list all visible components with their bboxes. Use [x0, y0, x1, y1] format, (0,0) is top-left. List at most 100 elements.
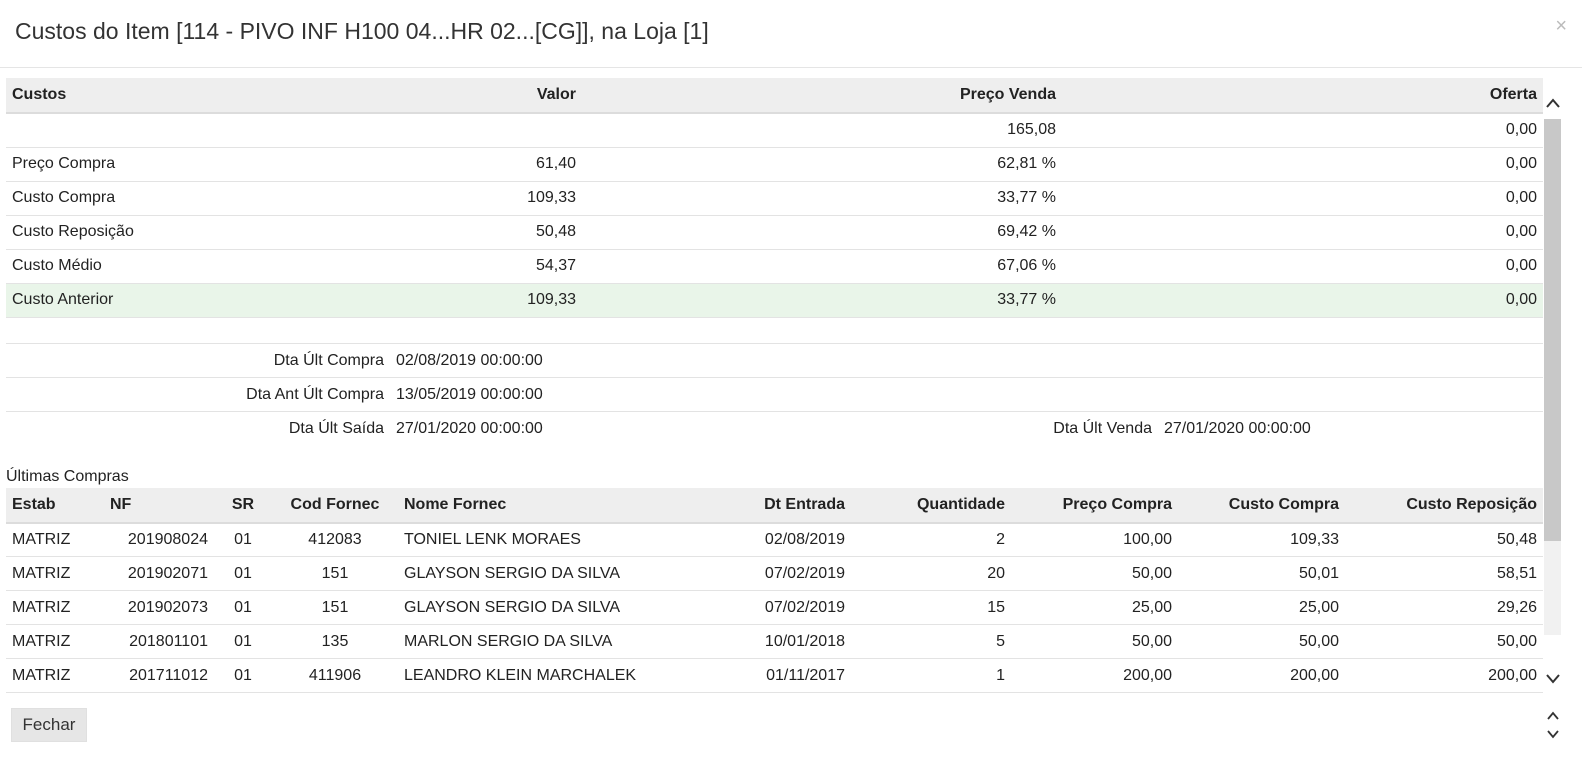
- cost-label: Custo Anterior: [6, 283, 246, 318]
- ult-venda-value: 27/01/2020 00:00:00: [1164, 419, 1311, 437]
- table-row[interactable]: Custo Compra 109,33 33,77 % 0,00: [6, 181, 1543, 216]
- purchases-table: Estab NF SR Cod Fornec Nome Fornec Dt En…: [6, 487, 1543, 693]
- col-estab[interactable]: Estab: [6, 487, 104, 524]
- cell-preco-compra: 200,00: [1011, 658, 1178, 693]
- cell-custo-compra: 200,00: [1178, 658, 1345, 693]
- table-row[interactable]: MATRIZ 201902071 01 151 GLAYSON SERGIO D…: [6, 556, 1543, 591]
- table-row[interactable]: MATRIZ 201711012 01 411906 LEANDRO KLEIN…: [6, 658, 1543, 693]
- col-sr[interactable]: SR: [214, 487, 272, 524]
- cost-valor: 50,48: [246, 215, 582, 250]
- cell-dt-entrada: 02/08/2019: [664, 522, 851, 557]
- cell-custo-reposicao: 50,00: [1345, 624, 1543, 659]
- cell-cod-fornec: 151: [272, 556, 398, 591]
- col-custo-reposicao[interactable]: Custo Reposição: [1345, 487, 1543, 524]
- cell-estab: MATRIZ: [6, 658, 104, 693]
- cell-nf: 201908024: [104, 522, 214, 557]
- cell-preco-compra: 50,00: [1011, 624, 1178, 659]
- cost-valor: 61,40: [246, 147, 582, 182]
- page-scroll-up-icon[interactable]: [1543, 707, 1563, 725]
- table-row[interactable]: MATRIZ 201801101 01 135 MARLON SERGIO DA…: [6, 624, 1543, 659]
- cost-preco-venda: 69,42 %: [582, 215, 1062, 250]
- cost-preco-venda: 165,08: [582, 113, 1062, 148]
- col-preco-venda[interactable]: Preço Venda: [582, 78, 1062, 114]
- col-custo-compra[interactable]: Custo Compra: [1178, 487, 1345, 524]
- cell-cod-fornec: 411906: [272, 658, 398, 693]
- cost-oferta: 0,00: [1062, 249, 1543, 284]
- cost-preco-venda: 33,77 %: [582, 283, 1062, 318]
- date-row: Dta Ant Últ Compra 13/05/2019 00:00:00: [6, 376, 1543, 411]
- scroll-thumb[interactable]: [1544, 119, 1561, 541]
- cost-label: Preço Compra: [6, 147, 246, 182]
- cost-valor: [246, 113, 582, 148]
- cell-sr: 01: [214, 522, 272, 557]
- cell-sr: 01: [214, 658, 272, 693]
- cell-nf: 201801101: [104, 624, 214, 659]
- cell-estab: MATRIZ: [6, 590, 104, 625]
- ant-ult-compra-label: Dta Ant Últ Compra: [246, 385, 384, 403]
- cell-custo-compra: 25,00: [1178, 590, 1345, 625]
- cell-quantidade: 15: [851, 590, 1011, 625]
- cell-dt-entrada: 07/02/2019: [664, 556, 851, 591]
- cell-sr: 01: [214, 624, 272, 659]
- table-row[interactable]: MATRIZ 201908024 01 412083 TONIEL LENK M…: [6, 522, 1543, 557]
- cost-oferta: 0,00: [1062, 113, 1543, 148]
- col-dt-entrada[interactable]: Dt Entrada: [664, 487, 851, 524]
- scroll-up-icon[interactable]: [1543, 95, 1563, 115]
- cell-cod-fornec: 151: [272, 590, 398, 625]
- cell-quantidade: 1: [851, 658, 1011, 693]
- cost-label: [6, 113, 246, 148]
- cell-nf: 201902073: [104, 590, 214, 625]
- col-preco-compra[interactable]: Preço Compra: [1011, 487, 1178, 524]
- cell-custo-reposicao: 29,26: [1345, 590, 1543, 625]
- cell-custo-reposicao: 50,48: [1345, 522, 1543, 557]
- cost-preco-venda: 67,06 %: [582, 249, 1062, 284]
- vertical-scrollbar[interactable]: [1543, 95, 1563, 695]
- purchases-body: MATRIZ 201908024 01 412083 TONIEL LENK M…: [6, 522, 1543, 693]
- cost-oferta: 0,00: [1062, 181, 1543, 216]
- col-nf[interactable]: NF: [104, 487, 214, 524]
- table-row[interactable]: Custo Médio 54,37 67,06 % 0,00: [6, 249, 1543, 284]
- col-custos[interactable]: Custos: [6, 78, 246, 114]
- cell-preco-compra: 25,00: [1011, 590, 1178, 625]
- modal-body: Custos Valor Preço Venda Oferta 165,08 0…: [6, 78, 1543, 693]
- table-row[interactable]: 165,08 0,00: [6, 113, 1543, 148]
- cost-preco-venda: 33,77 %: [582, 181, 1062, 216]
- ult-saida-value: 27/01/2020 00:00:00: [396, 419, 543, 437]
- cell-sr: 01: [214, 590, 272, 625]
- cost-label: Custo Médio: [6, 249, 246, 284]
- costs-table: Custos Valor Preço Venda Oferta 165,08 0…: [6, 78, 1543, 318]
- page-scrollbar[interactable]: [1543, 707, 1563, 743]
- cell-custo-compra: 109,33: [1178, 522, 1345, 557]
- purchases-title: Últimas Compras: [6, 467, 129, 485]
- close-icon[interactable]: ×: [1555, 15, 1567, 37]
- cell-nf: 201902071: [104, 556, 214, 591]
- purchases-header-row: Estab NF SR Cod Fornec Nome Fornec Dt En…: [6, 487, 1543, 524]
- cell-quantidade: 2: [851, 522, 1011, 557]
- cell-dt-entrada: 10/01/2018: [664, 624, 851, 659]
- col-oferta[interactable]: Oferta: [1062, 78, 1543, 114]
- cell-nome-fornec: GLAYSON SERGIO DA SILVA: [398, 590, 664, 625]
- cell-cod-fornec: 135: [272, 624, 398, 659]
- table-row[interactable]: MATRIZ 201902073 01 151 GLAYSON SERGIO D…: [6, 590, 1543, 625]
- cell-nome-fornec: MARLON SERGIO DA SILVA: [398, 624, 664, 659]
- cost-oferta: 0,00: [1062, 283, 1543, 318]
- costs-header-row: Custos Valor Preço Venda Oferta: [6, 78, 1543, 114]
- table-row[interactable]: Custo Reposição 50,48 69,42 % 0,00: [6, 215, 1543, 250]
- col-valor[interactable]: Valor: [246, 78, 582, 114]
- table-row[interactable]: Preço Compra 61,40 62,81 % 0,00: [6, 147, 1543, 182]
- ult-saida-label: Dta Últ Saída: [288, 419, 384, 437]
- ult-venda-label: Dta Últ Venda: [1053, 419, 1152, 437]
- col-nome-fornec[interactable]: Nome Fornec: [398, 487, 664, 524]
- date-row: Dta Últ Compra 02/08/2019 00:00:00: [6, 342, 1543, 377]
- cost-preco-venda: 62,81 %: [582, 147, 1062, 182]
- cell-quantidade: 20: [851, 556, 1011, 591]
- scroll-down-icon[interactable]: [1543, 671, 1563, 691]
- table-row-highlighted[interactable]: Custo Anterior 109,33 33,77 % 0,00: [6, 283, 1543, 318]
- modal-title: Custos do Item [114 - PIVO INF H100 04..…: [15, 18, 709, 44]
- fechar-button[interactable]: Fechar: [11, 708, 87, 742]
- page-scroll-down-icon[interactable]: [1543, 725, 1563, 743]
- col-quantidade[interactable]: Quantidade: [851, 487, 1011, 524]
- col-cod-fornec[interactable]: Cod Fornec: [272, 487, 398, 524]
- cell-nome-fornec: TONIEL LENK MORAES: [398, 522, 664, 557]
- cost-valor: 109,33: [246, 283, 582, 318]
